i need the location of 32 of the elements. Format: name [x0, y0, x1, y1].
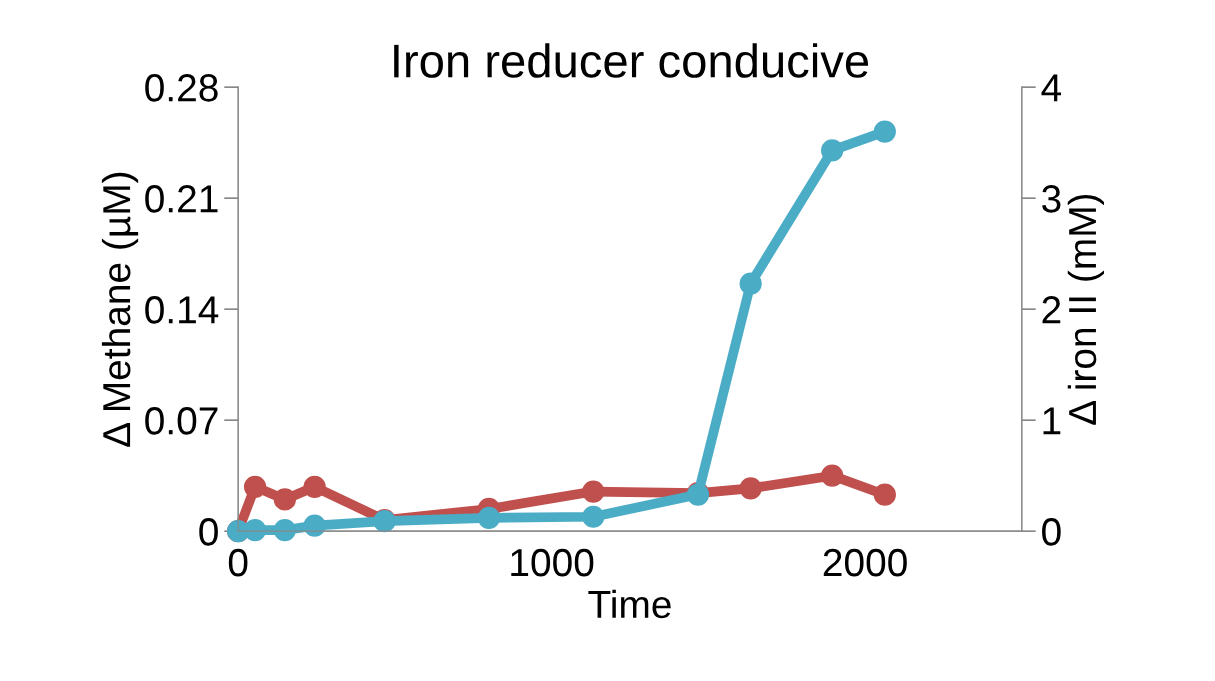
point — [303, 475, 326, 498]
point — [582, 505, 605, 528]
point — [273, 488, 296, 511]
point — [873, 120, 896, 143]
y2-tick-label: 0 — [1042, 518, 1061, 546]
point — [739, 272, 762, 295]
y2-tick-label: 2 — [1042, 296, 1061, 324]
y2-axis-title: Δ iron II (mM) — [1067, 194, 1104, 425]
point — [582, 480, 605, 503]
point — [273, 518, 296, 542]
y-axis-title: Δ Methane (µM) — [101, 172, 139, 447]
chart-title: Iron reducer conducive — [394, 43, 869, 78]
point — [243, 518, 267, 542]
point — [821, 139, 844, 162]
y2-tick-label: 4 — [1041, 74, 1062, 102]
point — [873, 483, 896, 506]
y-tick-label: 0 — [199, 518, 218, 546]
y-tick-label: 0.14 — [145, 296, 219, 324]
point — [303, 514, 326, 537]
point — [821, 464, 844, 487]
y-tick-label: 0.28 — [145, 74, 218, 102]
point — [739, 477, 762, 500]
y-tick-label: 0.21 — [145, 185, 218, 213]
point — [477, 506, 501, 529]
y-tick-label: 0.07 — [145, 407, 218, 435]
point — [243, 475, 267, 498]
x-tick-label: 1000 — [511, 548, 594, 577]
x-tick-label: 0 — [228, 548, 248, 577]
y2-tick-label: 1 — [1043, 407, 1061, 435]
x-tick-label: 2000 — [823, 548, 907, 577]
y2-tick-label: 3 — [1042, 185, 1061, 213]
x-axis-title: Time — [588, 589, 671, 619]
